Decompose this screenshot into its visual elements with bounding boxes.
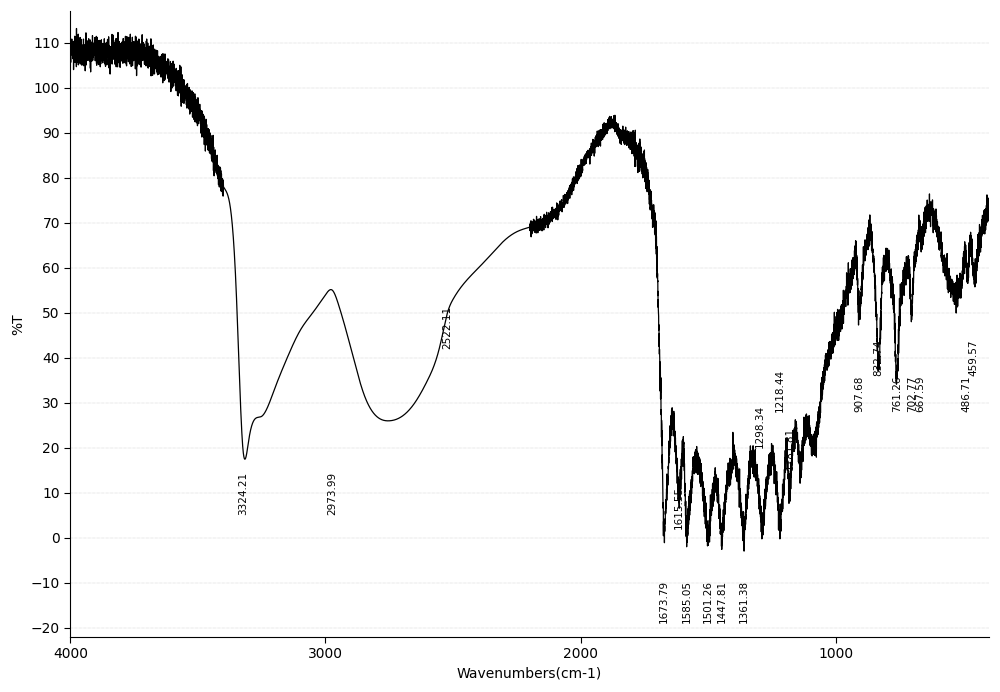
Text: 3324.21: 3324.21 xyxy=(238,472,248,516)
Text: 1615.55: 1615.55 xyxy=(674,486,684,529)
Text: 702.77: 702.77 xyxy=(907,376,917,412)
Text: 2522.11: 2522.11 xyxy=(442,306,452,349)
Text: 761.26: 761.26 xyxy=(892,375,902,412)
Text: 1218.44: 1218.44 xyxy=(775,369,785,412)
Text: 1447.81: 1447.81 xyxy=(717,581,727,623)
Text: 1585.05: 1585.05 xyxy=(682,581,692,623)
X-axis label: Wavenumbers(cm-1): Wavenumbers(cm-1) xyxy=(457,667,602,681)
Y-axis label: %T: %T xyxy=(11,313,25,335)
Text: 1298.34: 1298.34 xyxy=(755,405,765,448)
Text: 2973.99: 2973.99 xyxy=(327,472,337,516)
Text: 1181.81: 1181.81 xyxy=(784,427,794,471)
Text: 907.68: 907.68 xyxy=(854,376,864,412)
Text: 459.57: 459.57 xyxy=(969,339,979,376)
Text: 667.59: 667.59 xyxy=(916,375,926,412)
Text: 1501.26: 1501.26 xyxy=(703,581,713,623)
Text: 486.71: 486.71 xyxy=(962,375,972,412)
Text: 832.74: 832.74 xyxy=(873,339,883,376)
Text: 1673.79: 1673.79 xyxy=(659,581,669,623)
Text: 1361.38: 1361.38 xyxy=(739,581,749,623)
